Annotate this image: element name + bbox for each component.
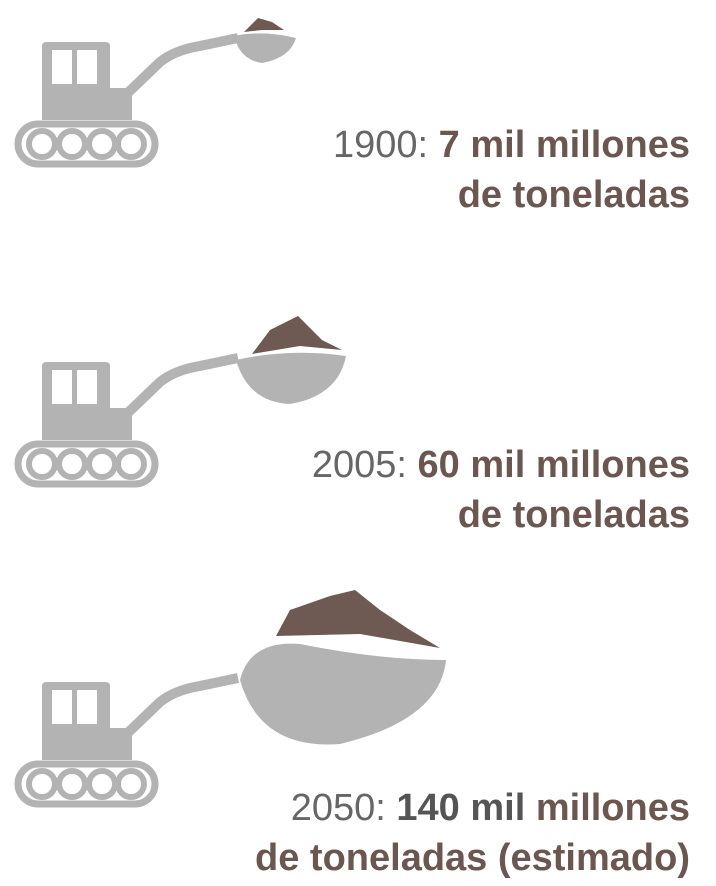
caption-line: 2005: 60 mil millones: [312, 444, 690, 486]
scale: millones: [536, 787, 690, 829]
year: 2005:: [312, 444, 407, 486]
page: 1900: 7 mil millones de toneladas 2005: …: [0, 0, 716, 886]
unit: de toneladas (estimado): [255, 837, 690, 879]
excavator: [18, 316, 346, 484]
amount: 140 mil: [396, 787, 525, 829]
excavator: [18, 18, 296, 164]
year: 1900:: [333, 124, 428, 166]
amount: 60 mil: [418, 444, 526, 486]
excavator: [18, 590, 446, 804]
scale: millones: [536, 124, 690, 166]
infographic: 1900: 7 mil millones de toneladas 2005: …: [0, 0, 716, 886]
unit: de toneladas: [458, 494, 690, 536]
caption-line: 2050: 140 mil millones: [291, 787, 690, 829]
unit: de toneladas: [458, 174, 690, 216]
year: 2050:: [291, 787, 386, 829]
caption-line: 1900: 7 mil millones: [333, 124, 690, 166]
amount: 7 mil: [439, 124, 526, 166]
scale: millones: [536, 444, 690, 486]
